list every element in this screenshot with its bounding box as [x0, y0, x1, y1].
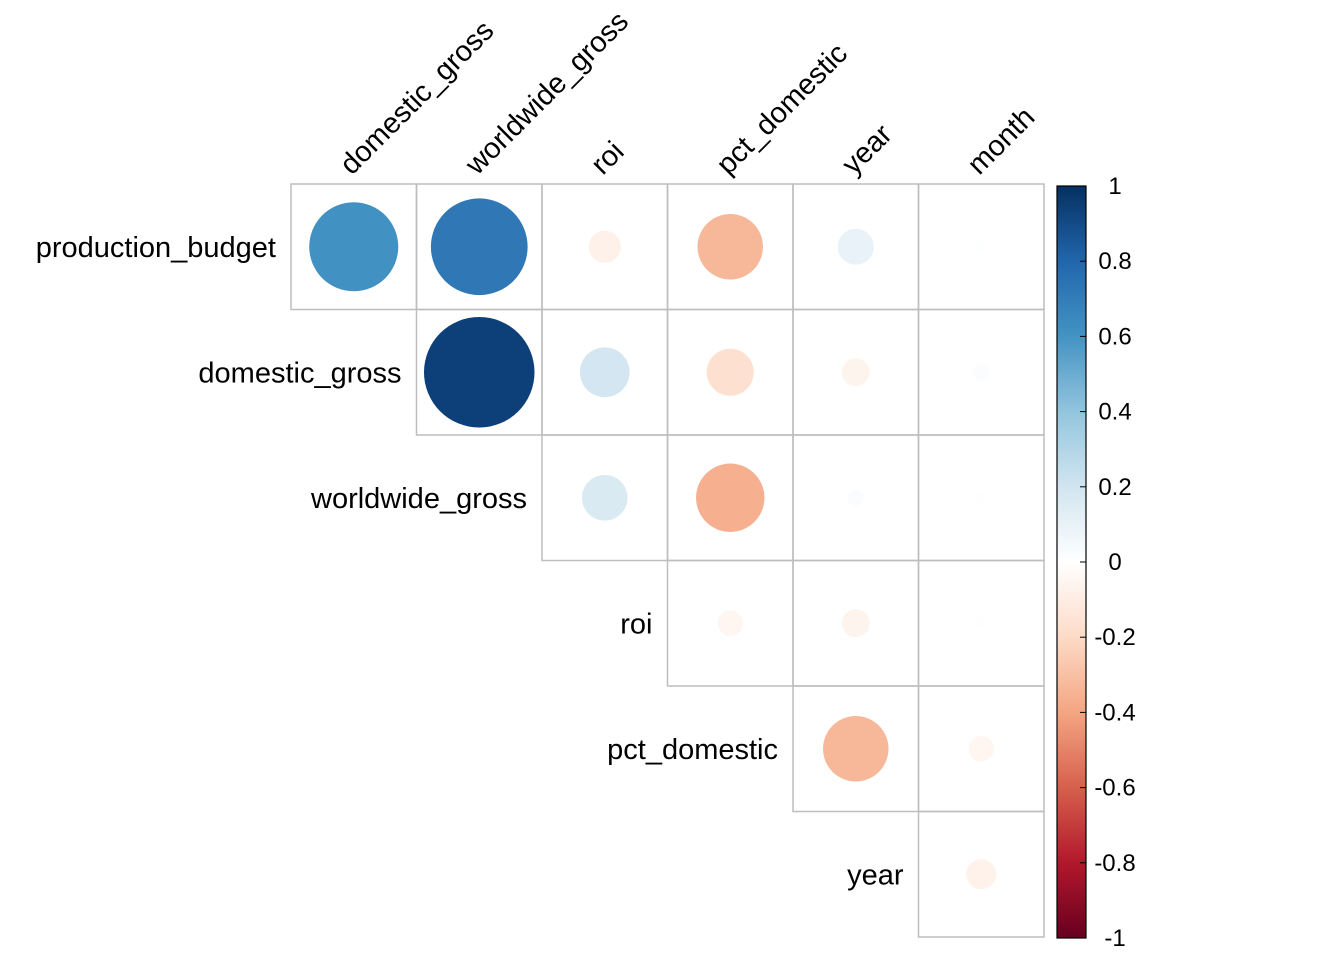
- color-legend: 1 0.8 0.6 0.4 0.2 0 -0.2 -0.4 -0.6 -0.8 -1: [1056, 173, 1136, 952]
- legend-tick-label: -0.8: [1094, 850, 1135, 877]
- row-label-domestic-gross: domestic_gross: [198, 357, 401, 389]
- corr-circle-domestic-gross-pct-domestic: [706, 348, 754, 396]
- corr-circle-production-budget-roi: [588, 230, 621, 263]
- legend-tick-label: -1: [1104, 925, 1125, 952]
- corr-circle-production-budget-month: [975, 241, 987, 253]
- color-legend-ticks: 1 0.8 0.6 0.4 0.2 0 -0.2 -0.4 -0.6 -0.8 -1: [1080, 173, 1136, 952]
- correlation-circles: [309, 198, 997, 890]
- col-label-month: month: [962, 101, 1042, 181]
- grid-lines: [290, 183, 1045, 938]
- row-label-production-budget: production_budget: [36, 232, 276, 264]
- corr-circle-production-budget-year: [837, 228, 874, 265]
- legend-tick-label: -0.6: [1094, 775, 1135, 802]
- corr-circle-domestic-gross-year: [841, 358, 870, 387]
- row-label-year: year: [847, 859, 904, 891]
- legend-tick-label: 0.2: [1098, 474, 1131, 501]
- corr-circle-production-budget-pct-domestic: [697, 214, 763, 280]
- corr-circle-roi-pct-domestic: [717, 610, 743, 636]
- corr-circle-roi-year: [841, 609, 870, 638]
- row-labels: production_budget domestic_gross worldwide…: [36, 232, 904, 892]
- corr-circle-domestic-gross-worldwide-gross: [423, 316, 535, 428]
- corr-circle-domestic-gross-roi: [579, 347, 630, 398]
- legend-tick-label: 0: [1108, 549, 1121, 576]
- corr-circle-pct-domestic-year: [823, 716, 889, 782]
- corr-circle-pct-domestic-month: [968, 736, 994, 762]
- corr-circle-domestic-gross-month: [973, 364, 990, 381]
- legend-tick-label: 0.4: [1098, 399, 1131, 426]
- row-label-roi: roi: [620, 608, 652, 640]
- legend-tick-label: -0.4: [1094, 699, 1135, 726]
- col-label-pct-domestic: pct_domestic: [711, 38, 854, 181]
- corr-circle-production-budget-worldwide-gross: [430, 198, 528, 296]
- grid-cell: [917, 810, 1045, 938]
- corr-circle-worldwide-gross-roi: [581, 474, 628, 521]
- corr-circle-production-budget-domestic-gross: [309, 202, 399, 292]
- corr-circle-year-month: [966, 859, 997, 890]
- row-label-worldwide-gross: worldwide_gross: [310, 483, 527, 515]
- corr-circle-worldwide-gross-year: [847, 489, 864, 506]
- corr-circle-roi-month: [975, 617, 987, 629]
- corr-circle-worldwide-gross-month: [975, 492, 987, 504]
- row-label-pct-domestic: pct_domestic: [607, 734, 778, 766]
- legend-tick-label: -0.2: [1094, 624, 1135, 651]
- legend-tick-label: 1: [1108, 173, 1121, 200]
- corr-circle-worldwide-gross-pct-domestic: [696, 463, 765, 532]
- col-label-roi: roi: [585, 136, 630, 181]
- col-label-year: year: [836, 118, 899, 181]
- legend-tick-label: 0.8: [1098, 248, 1131, 275]
- legend-tick-label: 0.6: [1098, 323, 1131, 350]
